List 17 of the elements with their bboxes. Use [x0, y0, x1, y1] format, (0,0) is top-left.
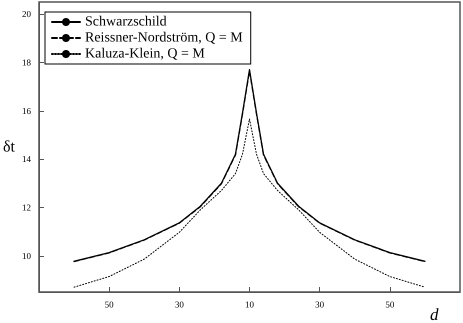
y-tick-label: 14 [22, 154, 32, 164]
x-tick-label: 50 [104, 300, 114, 310]
y-tick-label: 18 [22, 57, 32, 68]
y-tick-label: 20 [22, 9, 32, 20]
line-series [74, 118, 426, 288]
x-axis-title: d [430, 305, 439, 323]
legend-label: Schwarzschild [85, 14, 167, 30]
y-axis-title: δt [3, 138, 16, 156]
x-tick-label: 10 [244, 300, 254, 310]
legend-label: Reissner-Nordström, Q = M [85, 30, 244, 46]
x-tick-label: 50 [385, 300, 395, 310]
legend-label: Kaluza-Klein, Q = M [85, 46, 206, 62]
x-tick-label: 30 [174, 300, 184, 310]
y-tick-label: 16 [22, 106, 32, 116]
y-tick-label: 12 [22, 202, 31, 212]
x-tick-label: 30 [315, 300, 325, 310]
y-tick-label: 10 [22, 250, 32, 261]
